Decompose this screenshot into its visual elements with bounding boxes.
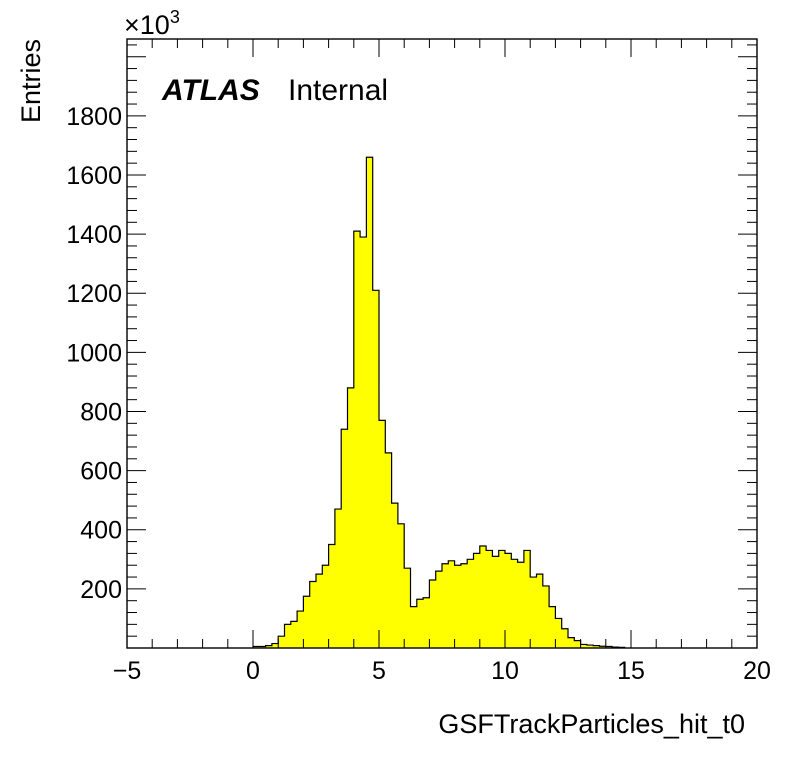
histogram-bin (536, 574, 544, 648)
histogram-bin (448, 560, 455, 648)
histogram-bin (353, 231, 361, 648)
histogram-bin (555, 618, 563, 648)
plot-frame (126, 38, 758, 649)
histogram-bin (271, 643, 279, 648)
histogram-bin (341, 429, 348, 648)
histogram-bin (492, 556, 500, 648)
y-axis-ticks (127, 44, 757, 637)
y-axis-title: Entries (16, 39, 46, 123)
histogram-bin (454, 565, 462, 648)
histogram-bin (517, 562, 525, 648)
histogram-bin (410, 606, 418, 648)
histogram-bin (416, 599, 424, 648)
histogram-bin (574, 640, 581, 648)
histogram-outline (252, 156, 626, 649)
y-tick-label: 1400 (66, 221, 122, 249)
histogram-bin (511, 559, 518, 648)
histogram-bin (473, 553, 481, 648)
y-tick-label: 1200 (66, 280, 122, 308)
x-tick-label: 0 (246, 657, 260, 685)
histogram-bin (498, 550, 506, 648)
histogram-bin (599, 646, 607, 648)
y-axis-tick-labels: 200 400 600 800 1000 1200 1400 1600 1800 (66, 103, 122, 604)
histogram-bin (486, 550, 493, 648)
histogram-bin (580, 644, 588, 648)
x-axis-ticks (126, 39, 758, 648)
histogram-bin (568, 637, 575, 648)
histogram-bin (397, 523, 405, 648)
histogram-bin (542, 585, 550, 648)
histogram-bin (253, 646, 260, 648)
internal-label: Internal (288, 74, 388, 107)
histogram-bin (360, 237, 367, 648)
histogram-bin (605, 646, 613, 648)
y-tick-label: 400 (80, 517, 122, 545)
x-tick-label: 15 (617, 657, 645, 685)
histogram-bin (423, 597, 430, 648)
histogram-bin (549, 606, 556, 648)
histogram-bin (442, 563, 449, 648)
y-tick-label: 800 (80, 398, 122, 426)
x-axis-tick-labels: −5 0 5 10 15 20 (113, 657, 771, 685)
y-tick-label: 1000 (66, 339, 122, 367)
histogram-bin (523, 550, 531, 648)
histogram-bin (479, 546, 487, 648)
histogram-bin (404, 568, 411, 648)
histogram-bin (561, 628, 569, 648)
histogram-bin (284, 624, 292, 648)
histogram-bin (429, 580, 437, 648)
histogram-bin (278, 636, 285, 648)
histogram-bin (328, 544, 336, 648)
histogram-bin (586, 645, 594, 648)
x-axis-title: GSFTrackParticles_hit_t0 (438, 709, 745, 739)
histogram-bin (290, 621, 298, 648)
histogram-bin (347, 387, 355, 648)
histogram-bin (322, 565, 329, 648)
histogram-bin (391, 503, 399, 648)
atlas-label: ATLAS (161, 74, 260, 107)
histogram-bars (253, 157, 626, 648)
y-tick-label: 1800 (66, 103, 122, 131)
y-tick-label: 1600 (66, 162, 122, 190)
histogram-bin (385, 452, 392, 648)
histogram-bin (265, 645, 273, 648)
x-tick-label: 5 (372, 657, 386, 685)
histogram-bin (593, 645, 600, 648)
histogram-bin (505, 553, 512, 648)
histogram-bin (316, 574, 323, 648)
histogram-bin (379, 420, 386, 648)
histogram-bin (460, 563, 468, 648)
histogram-bin (309, 581, 317, 648)
histogram-bin (372, 290, 380, 648)
x-tick-label: 10 (491, 657, 519, 685)
x-tick-label: 20 (743, 657, 771, 685)
y-multiplier: ×103 (124, 7, 180, 40)
histogram-bin (366, 157, 374, 648)
histogram-bin (334, 509, 342, 648)
histogram-bin (303, 596, 311, 648)
histogram-bin (467, 559, 474, 648)
histogram-bin (297, 611, 304, 648)
histogram-bin (259, 646, 266, 648)
y-tick-label: 600 (80, 458, 122, 486)
histogram-bin (530, 577, 537, 648)
y-tick-label: 200 (80, 576, 122, 604)
histogram-bin (435, 571, 443, 648)
x-tick-label: −5 (113, 657, 142, 685)
